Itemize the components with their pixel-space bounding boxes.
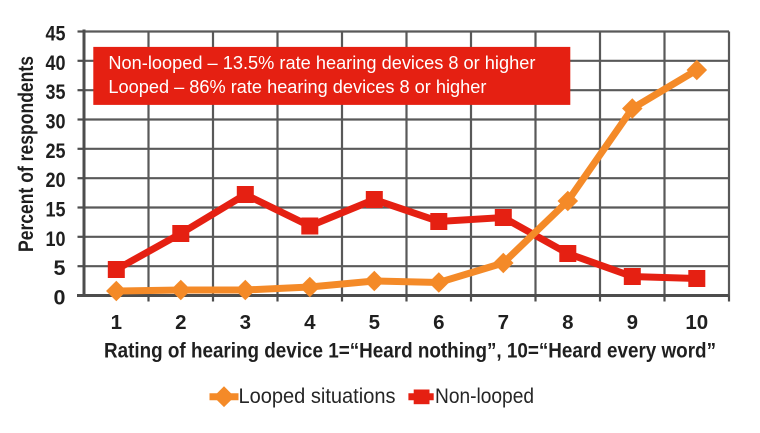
svg-text:3: 3 [240, 311, 251, 334]
svg-text:Percent of respondents: Percent of respondents [15, 56, 38, 252]
svg-text:7: 7 [498, 311, 509, 334]
svg-text:4: 4 [304, 311, 316, 334]
svg-text:20: 20 [46, 168, 66, 192]
svg-text:2: 2 [175, 311, 186, 334]
svg-text:25: 25 [46, 139, 66, 163]
svg-text:1: 1 [111, 311, 122, 334]
svg-text:35: 35 [46, 80, 66, 104]
svg-text:Non-looped – 13.5% rate hearin: Non-looped – 13.5% rate hearing devices … [108, 52, 535, 73]
svg-text:5: 5 [369, 311, 380, 334]
svg-text:15: 15 [46, 198, 66, 222]
svg-text:6: 6 [433, 311, 444, 334]
svg-text:10: 10 [685, 311, 708, 334]
svg-text:5: 5 [54, 256, 66, 280]
svg-text:10: 10 [46, 227, 66, 251]
svg-text:8: 8 [562, 311, 573, 334]
svg-text:45: 45 [46, 22, 66, 46]
svg-text:9: 9 [627, 311, 638, 334]
svg-text:Rating of hearing device 1=“He: Rating of hearing device 1=“Heard nothin… [104, 339, 716, 363]
svg-text:Looped – 86% rate hearing devi: Looped – 86% rate hearing devices 8 or h… [108, 76, 486, 97]
svg-text:0: 0 [54, 286, 66, 310]
svg-text:Looped situations: Looped situations [239, 385, 396, 408]
svg-text:40: 40 [46, 51, 66, 75]
svg-text:Non-looped: Non-looped [435, 385, 534, 408]
svg-text:30: 30 [46, 110, 66, 134]
